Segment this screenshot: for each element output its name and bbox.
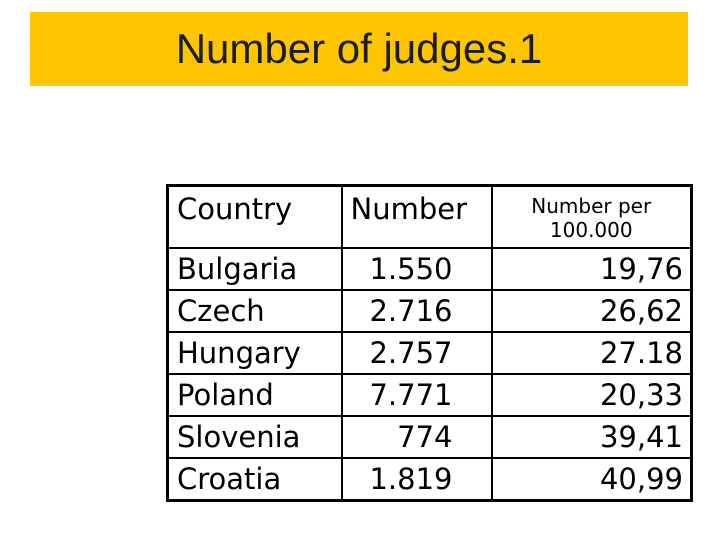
table-row: Poland 7.771 20,33 (166, 372, 693, 417)
cell-number: 2.757 (340, 330, 493, 375)
cell-country: Bulgaria (166, 246, 343, 291)
column-header-number-per-100000: Number per 100.000 (490, 184, 693, 249)
table-row: Hungary 2.757 27.18 (166, 330, 693, 375)
table-row: Czech 2.716 26,62 (166, 288, 693, 333)
cell-country: Slovenia (166, 414, 343, 459)
judges-table: Country Number Number per 100.000 Bulgar… (166, 184, 693, 502)
cell-country: Croatia (166, 456, 343, 501)
cell-number: 774 (340, 414, 493, 459)
cell-number: 1.550 (340, 246, 493, 291)
cell-country: Hungary (166, 330, 343, 375)
cell-per-100000: 39,41 (490, 414, 693, 459)
cell-per-100000: 20,33 (490, 372, 693, 417)
table-header-row: Country Number Number per 100.000 (166, 184, 693, 249)
cell-per-100000: 26,62 (490, 288, 693, 333)
header-per-line2: 100.000 (549, 218, 633, 242)
slide-title: Number of judges.1 (175, 25, 543, 72)
table-row: Croatia 1.819 40,99 (166, 456, 693, 501)
cell-per-100000: 27.18 (490, 330, 693, 375)
column-header-country: Country (166, 184, 343, 249)
title-banner: Number of judges.1 (30, 12, 688, 86)
cell-country: Czech (166, 288, 343, 333)
cell-number: 1.819 (340, 456, 493, 501)
cell-number: 7.771 (340, 372, 493, 417)
cell-per-100000: 40,99 (490, 456, 693, 501)
header-per-line1: Number per (531, 194, 652, 218)
cell-number: 2.716 (340, 288, 493, 333)
table-row: Slovenia 774 39,41 (166, 414, 693, 459)
table-row: Bulgaria 1.550 19,76 (166, 246, 693, 291)
cell-per-100000: 19,76 (490, 246, 693, 291)
cell-country: Poland (166, 372, 343, 417)
column-header-number: Number (340, 184, 493, 249)
